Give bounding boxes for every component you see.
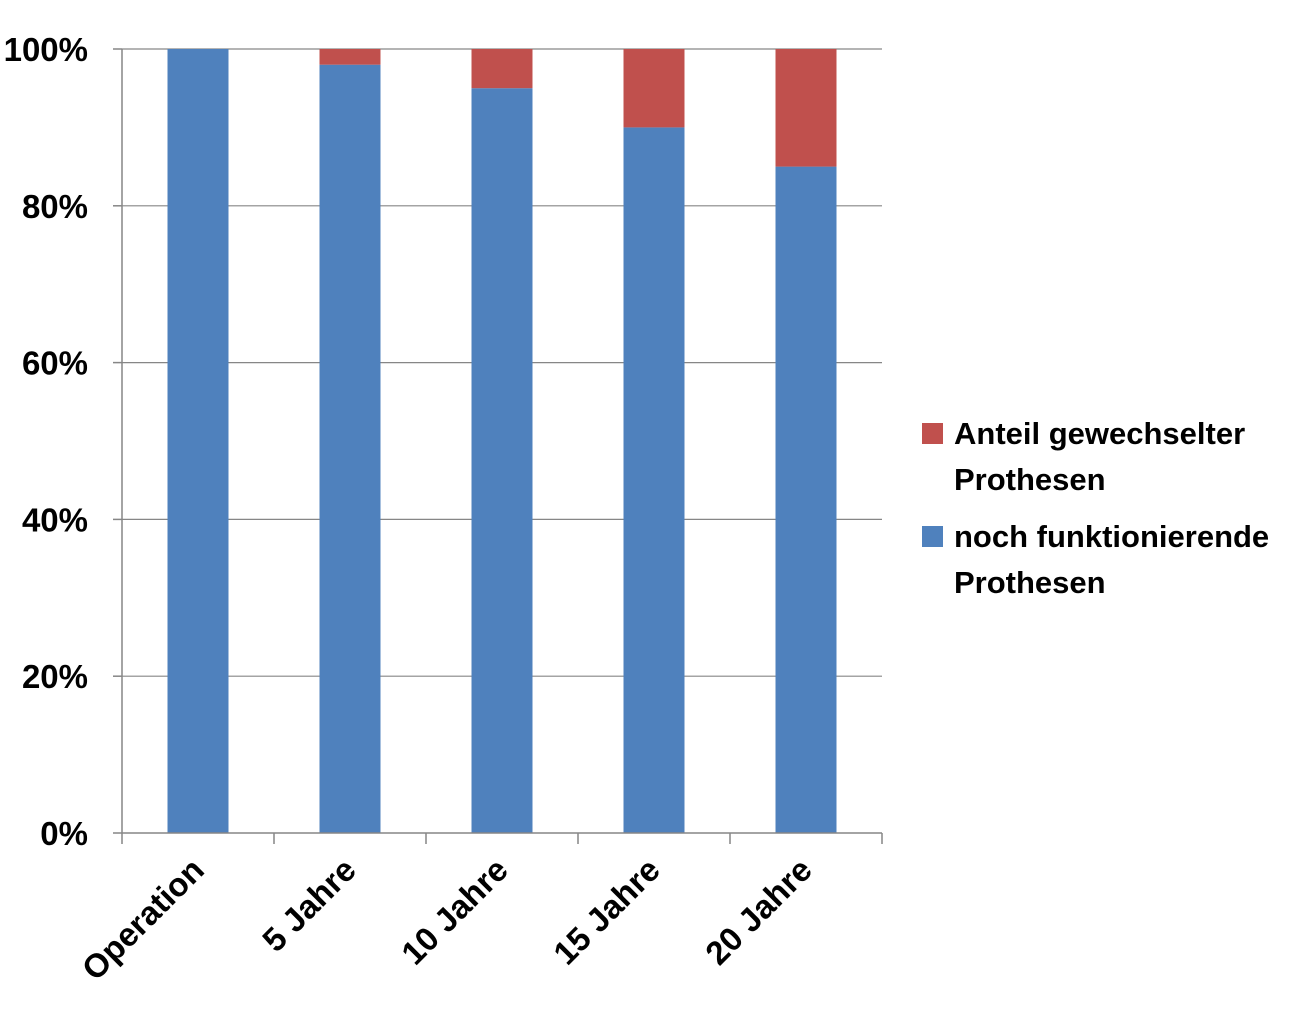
y-tick-label: 100% [4,31,88,68]
axes [113,48,883,844]
bar-segment-changed [623,49,685,128]
bar-segment-functioning [775,166,837,834]
bar-segment-changed [775,49,837,167]
bar-segment-functioning [623,127,685,833]
bar-segment-changed [319,49,381,65]
legend-label-functioning-line1: noch funktionierende [954,519,1269,554]
bar-segment-functioning [471,88,533,833]
svg-text:Prothesen: Prothesen [954,565,1106,600]
x-tick-label: 15 Jahre [546,851,667,972]
x-tick-labels: Operation 5 Jahre 10 Jahre 15 Jahre 20 Jahre [75,851,819,987]
legend-item-functioning: noch funktionierende Prothesen [922,519,1269,600]
svg-text:Anteil gewechselter: Anteil gewechselter [954,416,1245,451]
bars [167,49,837,834]
legend-item-changed: Anteil gewechselter Prothesen [922,416,1245,497]
y-tick-label: 20% [22,658,88,695]
legend-label-changed-line2: Prothesen [954,462,1106,497]
legend: Anteil gewechselter Prothesen noch funkt… [922,416,1269,600]
y-tick-labels: 0% 20% 40% 60% 80% 100% [4,31,88,852]
y-tick-label: 60% [22,345,88,382]
y-tick-label: 40% [22,501,88,538]
legend-label-functioning-line2: Prothesen [954,565,1106,600]
svg-text:Prothesen: Prothesen [954,462,1106,497]
x-tick-label: Operation [75,851,211,987]
svg-text:noch funktionierende: noch funktionierende [954,519,1269,554]
bar-segment-functioning [319,64,381,834]
x-tick-label: 20 Jahre [698,851,819,972]
bar-segment-changed [471,49,533,89]
legend-label-changed-line1: Anteil gewechselter [954,416,1245,451]
y-tick-label: 0% [40,815,88,852]
bar-segment-functioning [167,49,229,833]
y-tick-label: 80% [22,188,88,225]
x-tick-label: 10 Jahre [394,851,515,972]
legend-swatch-changed [922,423,943,444]
legend-swatch-functioning [922,526,943,547]
x-tick-label: 5 Jahre [255,851,363,959]
